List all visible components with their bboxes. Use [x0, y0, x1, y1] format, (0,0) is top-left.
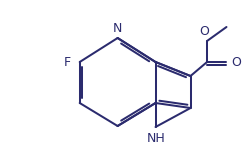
Text: O: O: [199, 25, 209, 38]
Text: N: N: [113, 22, 122, 35]
Text: NH: NH: [147, 132, 166, 145]
Text: F: F: [63, 56, 71, 68]
Text: O: O: [231, 56, 241, 68]
